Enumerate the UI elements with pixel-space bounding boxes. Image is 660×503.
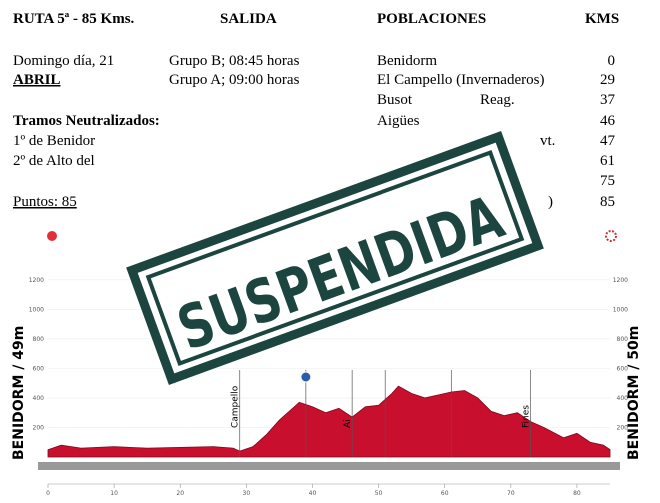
y-tick-label-right: 200 bbox=[617, 424, 629, 431]
x-tick-label: 50 bbox=[375, 490, 383, 497]
group-a: Grupo A; 09:00 horas bbox=[169, 72, 300, 88]
km: 0 bbox=[608, 53, 616, 69]
finish-label: BENIDORM / 50m bbox=[626, 326, 642, 460]
km: 85 bbox=[600, 194, 615, 210]
town: Busot bbox=[377, 92, 413, 108]
x-tick-label: 70 bbox=[507, 490, 515, 497]
x-tick-label: 60 bbox=[441, 490, 449, 497]
km: 61 bbox=[600, 153, 615, 169]
km: 47 bbox=[600, 133, 616, 149]
town: Aigües bbox=[377, 113, 420, 129]
town: vt. bbox=[540, 133, 555, 149]
marker-label: Fines bbox=[522, 405, 532, 428]
start-icon bbox=[47, 231, 57, 241]
y-tick-label: 800 bbox=[33, 336, 45, 343]
x-tick-label: 0 bbox=[46, 490, 50, 497]
month: ABRIL bbox=[13, 72, 61, 88]
x-tick-label: 30 bbox=[243, 490, 251, 497]
y-tick-label: 1200 bbox=[29, 277, 44, 284]
points: Puntos: 85 bbox=[13, 194, 77, 210]
group-b: Grupo B; 08:45 horas bbox=[169, 53, 300, 69]
y-tick-label-right: 1000 bbox=[613, 306, 628, 313]
town: El Campello (Invernaderos) bbox=[377, 72, 544, 88]
stamp-border bbox=[126, 131, 544, 385]
finish-icon bbox=[605, 230, 617, 242]
y-tick-label-right: 600 bbox=[617, 365, 629, 372]
y-tick-label: 400 bbox=[33, 395, 45, 402]
kms-header: KMS bbox=[585, 11, 619, 27]
x-tick-label: 20 bbox=[176, 490, 184, 497]
y-tick-label: 600 bbox=[33, 365, 45, 372]
x-tick-label: 40 bbox=[309, 490, 317, 497]
y-tick-label-right: 800 bbox=[617, 336, 629, 343]
town: ) bbox=[548, 194, 553, 210]
town-note: Reag. bbox=[480, 92, 515, 108]
route-title: RUTA 5ª - 85 Kms. bbox=[13, 11, 135, 27]
start-label: BENIDORM / 49m bbox=[11, 326, 27, 460]
y-tick-label: 200 bbox=[33, 424, 45, 431]
marker-label: Campello bbox=[231, 385, 241, 428]
profile-area bbox=[47, 385, 611, 458]
neutral-2: 2º de Alto del bbox=[13, 153, 95, 169]
km: 75 bbox=[600, 173, 615, 189]
x-tick-label: 80 bbox=[573, 490, 581, 497]
marker-label: Ai bbox=[343, 419, 353, 428]
start-header: SALIDA bbox=[220, 11, 277, 27]
stamp-inner-border bbox=[145, 149, 525, 367]
y-tick-label-right: 1200 bbox=[613, 277, 628, 284]
x-tick-label: 10 bbox=[110, 490, 118, 497]
towns-header: POBLACIONES bbox=[377, 11, 486, 27]
y-tick-label: 1000 bbox=[29, 306, 44, 313]
y-tick-label-right: 400 bbox=[617, 395, 629, 402]
km: 46 bbox=[600, 113, 616, 129]
climb-icon bbox=[300, 371, 312, 383]
stamp: SUSPENDIDA bbox=[126, 131, 544, 385]
km: 29 bbox=[600, 72, 615, 88]
neutral-title: Tramos Neutralizados: bbox=[13, 113, 160, 129]
day: Domingo día, 21 bbox=[13, 53, 114, 69]
km: 37 bbox=[600, 92, 616, 108]
km-bar bbox=[38, 462, 620, 470]
neutral-1: 1º de Benidor bbox=[13, 133, 95, 149]
town: Benidorm bbox=[377, 53, 437, 69]
